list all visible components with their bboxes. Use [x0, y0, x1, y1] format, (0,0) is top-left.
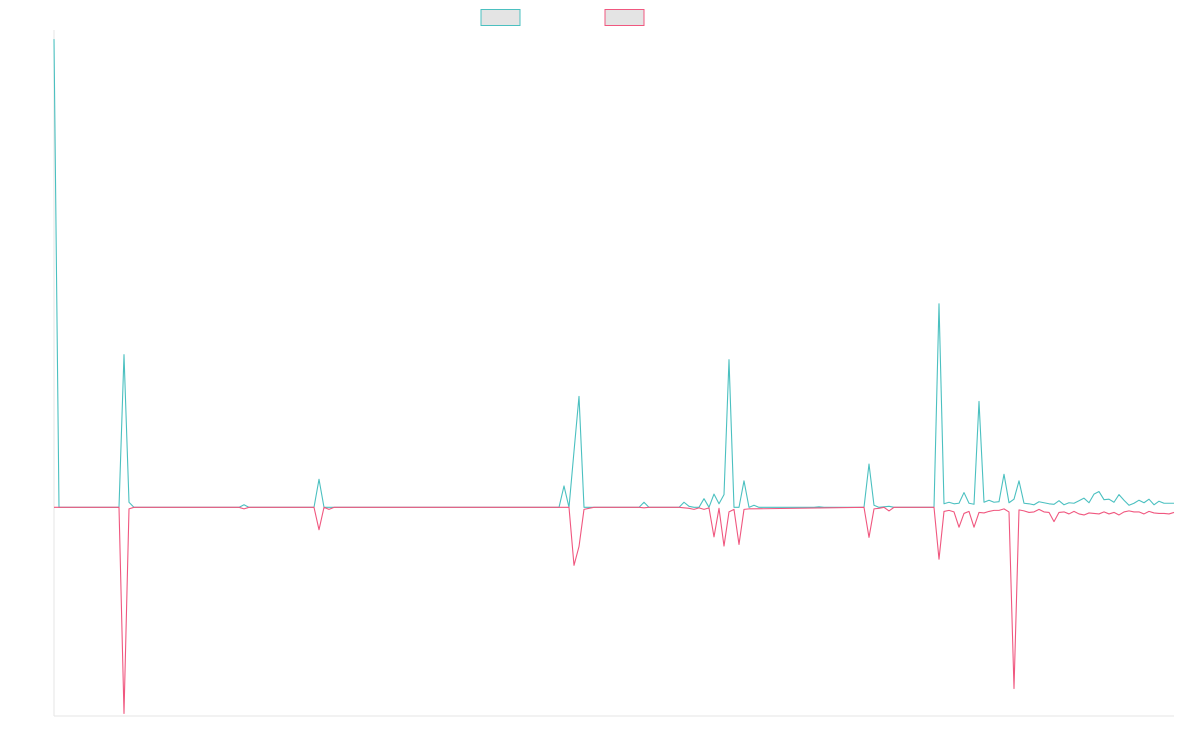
series-line-1: [53, 39, 1174, 508]
legend-swatch-1[interactable]: [480, 9, 521, 26]
axes: [53, 30, 1174, 717]
series-group: [53, 39, 1175, 715]
legend-swatch-2[interactable]: [604, 9, 645, 26]
series-line-2: [54, 506, 1175, 715]
legend: [480, 9, 645, 26]
